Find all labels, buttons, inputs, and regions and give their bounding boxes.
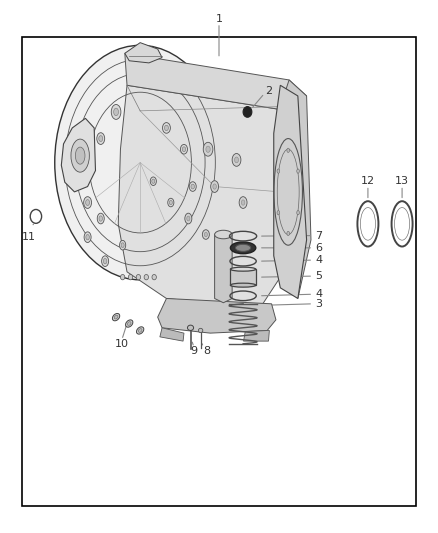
Ellipse shape (75, 147, 85, 164)
Polygon shape (118, 85, 289, 304)
Ellipse shape (164, 125, 168, 131)
Ellipse shape (230, 283, 256, 287)
Ellipse shape (114, 108, 118, 116)
Text: 8: 8 (204, 346, 211, 356)
Ellipse shape (206, 146, 210, 152)
Polygon shape (244, 330, 269, 341)
Ellipse shape (97, 133, 105, 144)
Ellipse shape (144, 274, 148, 280)
Ellipse shape (215, 230, 232, 239)
Ellipse shape (232, 154, 241, 166)
Ellipse shape (71, 139, 89, 172)
Polygon shape (230, 269, 256, 285)
Ellipse shape (55, 45, 226, 280)
Ellipse shape (121, 243, 124, 247)
Ellipse shape (287, 148, 290, 152)
Text: 1: 1 (215, 14, 223, 23)
Ellipse shape (213, 184, 216, 189)
Text: 10: 10 (115, 339, 129, 349)
Ellipse shape (239, 197, 247, 208)
Ellipse shape (180, 144, 187, 154)
Ellipse shape (198, 328, 203, 333)
Ellipse shape (127, 322, 131, 325)
Ellipse shape (297, 211, 300, 215)
Ellipse shape (120, 274, 125, 280)
Ellipse shape (277, 169, 279, 173)
Text: 9: 9 (191, 346, 198, 356)
Ellipse shape (99, 136, 102, 142)
Text: 7: 7 (315, 231, 322, 240)
Ellipse shape (182, 147, 186, 152)
Ellipse shape (241, 200, 245, 205)
Ellipse shape (297, 169, 300, 173)
Ellipse shape (169, 200, 172, 205)
Text: 12: 12 (361, 176, 375, 186)
Ellipse shape (287, 231, 290, 236)
Ellipse shape (128, 274, 133, 280)
Ellipse shape (86, 235, 89, 240)
Ellipse shape (99, 216, 102, 221)
Ellipse shape (111, 104, 121, 119)
Ellipse shape (84, 232, 91, 243)
Polygon shape (158, 298, 276, 333)
Text: 4: 4 (315, 289, 322, 299)
Polygon shape (125, 53, 307, 111)
Ellipse shape (84, 197, 92, 208)
Ellipse shape (138, 329, 142, 332)
Ellipse shape (150, 177, 156, 185)
Ellipse shape (189, 182, 196, 191)
Ellipse shape (86, 200, 90, 205)
Text: 2: 2 (265, 86, 272, 95)
Ellipse shape (162, 123, 170, 133)
Text: 11: 11 (21, 232, 35, 242)
Ellipse shape (137, 327, 144, 334)
Ellipse shape (230, 242, 256, 254)
Ellipse shape (277, 211, 279, 215)
Ellipse shape (187, 216, 190, 221)
Ellipse shape (113, 313, 120, 321)
Ellipse shape (168, 198, 174, 207)
Ellipse shape (230, 267, 256, 271)
Polygon shape (274, 85, 307, 298)
Ellipse shape (152, 274, 156, 280)
Ellipse shape (114, 316, 118, 319)
Ellipse shape (204, 232, 208, 237)
Ellipse shape (187, 325, 194, 330)
Ellipse shape (235, 157, 238, 163)
Text: 13: 13 (395, 176, 409, 186)
Ellipse shape (120, 240, 126, 250)
Text: 3: 3 (315, 299, 322, 309)
Ellipse shape (185, 213, 192, 224)
Ellipse shape (191, 184, 194, 189)
Polygon shape (215, 235, 232, 303)
Polygon shape (61, 118, 95, 192)
Polygon shape (280, 80, 311, 298)
Ellipse shape (152, 179, 155, 183)
Ellipse shape (103, 259, 107, 264)
Ellipse shape (102, 256, 109, 266)
Ellipse shape (97, 213, 104, 224)
Text: 4: 4 (315, 255, 322, 265)
Circle shape (243, 107, 252, 117)
Text: 6: 6 (315, 243, 322, 253)
Polygon shape (125, 43, 162, 63)
Ellipse shape (211, 181, 219, 192)
Text: 5: 5 (315, 271, 322, 281)
Ellipse shape (126, 320, 133, 327)
Ellipse shape (202, 230, 209, 239)
Ellipse shape (136, 274, 141, 280)
Polygon shape (160, 328, 184, 341)
Ellipse shape (236, 244, 251, 252)
Ellipse shape (203, 142, 213, 156)
